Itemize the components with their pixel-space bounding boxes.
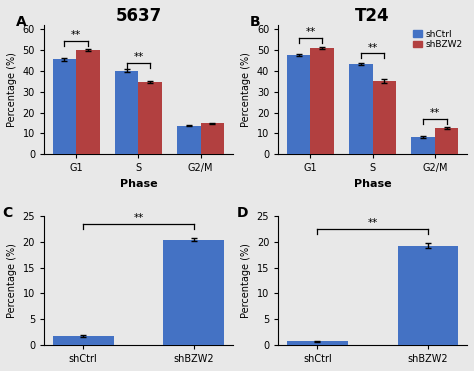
Y-axis label: Percentage (%): Percentage (%) bbox=[241, 52, 251, 127]
Text: **: ** bbox=[305, 27, 316, 37]
Bar bbox=[164, 240, 224, 345]
Bar bbox=[287, 55, 310, 154]
Title: T24: T24 bbox=[356, 7, 390, 25]
Text: **: ** bbox=[71, 30, 82, 40]
Text: **: ** bbox=[367, 219, 378, 229]
Bar bbox=[435, 128, 458, 154]
Bar bbox=[411, 137, 435, 154]
Bar bbox=[349, 64, 373, 154]
Bar bbox=[138, 82, 162, 154]
Bar bbox=[373, 81, 396, 154]
Y-axis label: Percentage (%): Percentage (%) bbox=[7, 243, 17, 318]
Text: B: B bbox=[250, 15, 261, 29]
Text: C: C bbox=[2, 206, 13, 220]
X-axis label: Phase: Phase bbox=[119, 179, 157, 189]
Y-axis label: Percentage (%): Percentage (%) bbox=[7, 52, 17, 127]
Text: A: A bbox=[16, 15, 27, 29]
Bar bbox=[53, 59, 76, 154]
Text: D: D bbox=[237, 206, 248, 220]
Y-axis label: Percentage (%): Percentage (%) bbox=[241, 243, 251, 318]
Bar bbox=[310, 48, 334, 154]
Bar bbox=[398, 246, 458, 345]
Legend: shCtrl, shBZW2: shCtrl, shBZW2 bbox=[413, 30, 463, 49]
Bar bbox=[177, 125, 201, 154]
Bar bbox=[115, 70, 138, 154]
Bar bbox=[76, 50, 100, 154]
Text: **: ** bbox=[430, 108, 440, 118]
Text: **: ** bbox=[367, 43, 378, 53]
Bar bbox=[287, 341, 348, 345]
Bar bbox=[53, 336, 113, 345]
X-axis label: Phase: Phase bbox=[354, 179, 392, 189]
Text: **: ** bbox=[133, 213, 144, 223]
Text: **: ** bbox=[133, 52, 144, 62]
Title: 5637: 5637 bbox=[115, 7, 162, 25]
Bar bbox=[201, 124, 224, 154]
